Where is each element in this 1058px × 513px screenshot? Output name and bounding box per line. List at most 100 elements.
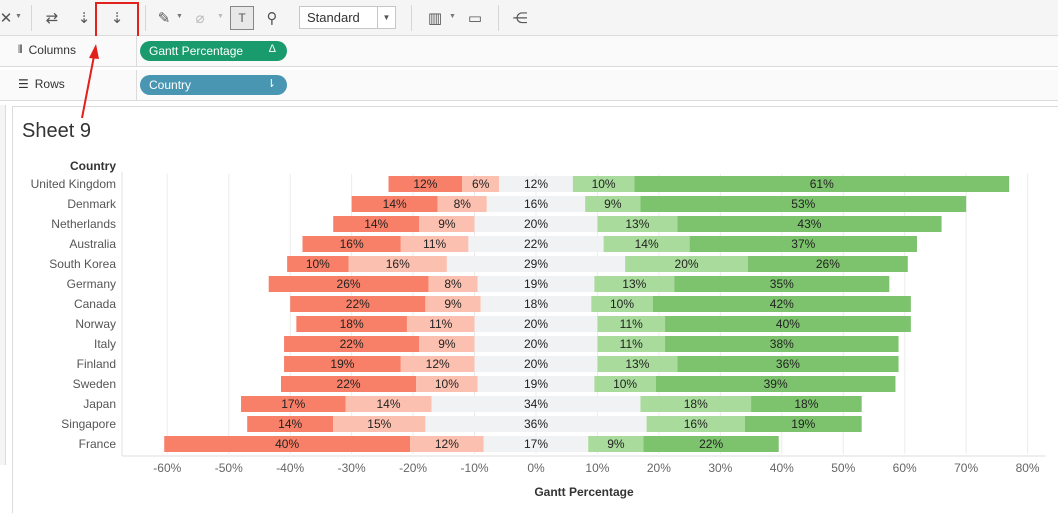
- data-label: 18%: [524, 297, 548, 311]
- weak-negative-bar: [428, 276, 478, 292]
- highlight-icon[interactable]: ✎: [157, 10, 171, 27]
- chevron-down-icon[interactable]: ▼: [377, 7, 395, 28]
- data-label: 12%: [426, 357, 450, 371]
- weak-positive-bar: [640, 396, 752, 412]
- rows-pill-label: Country: [149, 78, 192, 92]
- weak-positive-bar: [585, 196, 641, 212]
- weak-negative-bar: [437, 196, 487, 212]
- data-label: 14%: [377, 397, 401, 411]
- data-label: 14%: [383, 197, 407, 211]
- data-label: 18%: [794, 397, 818, 411]
- strong-negative-bar: [247, 416, 334, 432]
- data-label: 39%: [764, 377, 788, 391]
- strong-positive-bar: [665, 316, 911, 332]
- side-panel-edge: [0, 105, 6, 465]
- data-label: 15%: [367, 417, 391, 431]
- weak-negative-bar: [333, 416, 426, 432]
- shelf-divider: [136, 70, 137, 101]
- data-label: 20%: [675, 257, 699, 271]
- data-label: 22%: [524, 237, 548, 251]
- rows-shelf: ☰ Rows Country ⇂: [0, 70, 1058, 101]
- strong-positive-bar: [677, 356, 899, 372]
- strong-negative-bar: [164, 436, 411, 452]
- x-tick-label: 0%: [527, 461, 545, 475]
- neutral-bar: [477, 376, 595, 392]
- data-label: 40%: [776, 317, 800, 331]
- data-label: 35%: [770, 277, 794, 291]
- toolbar-divider: [31, 5, 32, 31]
- fit-select-value: Standard: [307, 10, 360, 25]
- x-tick-label: -40%: [276, 461, 304, 475]
- rows-pill[interactable]: Country ⇂: [140, 75, 287, 95]
- data-label: 10%: [306, 257, 330, 271]
- data-label: 22%: [340, 337, 364, 351]
- chevron-down-icon[interactable]: ▼: [449, 13, 456, 20]
- labels-icon[interactable]: T: [230, 6, 254, 30]
- strong-positive-bar: [674, 276, 890, 292]
- weak-negative-bar: [416, 376, 478, 392]
- data-label: 19%: [524, 377, 548, 391]
- fix-axes-icon[interactable]: ⚲: [266, 10, 278, 27]
- share-icon[interactable]: ⋲: [512, 10, 528, 27]
- weak-positive-bar: [646, 416, 745, 432]
- country-label: Norway: [75, 317, 116, 331]
- weak-positive-bar: [625, 256, 749, 272]
- data-label: 12%: [413, 177, 437, 191]
- weak-negative-bar: [406, 316, 475, 332]
- data-label: 16%: [340, 237, 364, 251]
- data-label: 8%: [454, 197, 472, 211]
- data-label: 42%: [770, 297, 794, 311]
- neutral-bar: [446, 256, 626, 272]
- data-label: 13%: [625, 217, 649, 231]
- chevron-down-icon[interactable]: ▼: [217, 13, 224, 20]
- chevron-down-icon[interactable]: ▼: [15, 13, 22, 20]
- x-tick-label: 40%: [770, 461, 794, 475]
- sort-descending-icon[interactable]: ⇣: [110, 10, 124, 27]
- data-label: 20%: [524, 357, 548, 371]
- data-label: 10%: [613, 377, 637, 391]
- show-me-icon[interactable]: ▥: [427, 10, 443, 27]
- chevron-down-icon[interactable]: ▼: [176, 13, 183, 20]
- strong-negative-bar: [296, 316, 407, 332]
- x-tick-label: 50%: [831, 461, 855, 475]
- group-icon[interactable]: ⌀: [195, 10, 205, 27]
- neutral-bar: [474, 216, 598, 232]
- data-label: 22%: [346, 297, 370, 311]
- presentation-icon[interactable]: ▭: [467, 10, 483, 27]
- data-label: 20%: [524, 337, 548, 351]
- columns-pill[interactable]: Gantt Percentage Δ: [140, 41, 287, 61]
- data-label: 8%: [444, 277, 462, 291]
- data-label: 16%: [684, 417, 708, 431]
- neutral-bar: [468, 236, 604, 252]
- fit-select[interactable]: Standard ▼: [299, 6, 396, 29]
- data-label: 14%: [635, 237, 659, 251]
- clear-sheet-icon[interactable]: ✕: [0, 10, 13, 27]
- toolbar: ✕ ▼ ⇄ ⇣ ⇣ ✎ ▼ ⌀ ▼ T ⚲ Standard ▼ ▥ ▼ ▭ ⋲: [0, 0, 1058, 38]
- strong-negative-bar: [388, 176, 463, 192]
- sort-icon: ⇂: [266, 78, 276, 90]
- neutral-bar: [480, 296, 592, 312]
- weak-positive-bar: [591, 296, 653, 312]
- rows-label-text: Rows: [34, 77, 65, 91]
- sheet-title: Sheet 9: [22, 120, 91, 142]
- data-label: 10%: [610, 297, 634, 311]
- columns-icon: ⫴: [18, 43, 23, 56]
- row-header-label: Country: [70, 159, 116, 173]
- data-label: 10%: [592, 177, 616, 191]
- weak-positive-bar: [594, 276, 675, 292]
- weak-positive-bar: [597, 336, 666, 352]
- x-tick-label: -50%: [215, 461, 243, 475]
- country-label: Netherlands: [51, 217, 116, 231]
- weak-negative-bar: [462, 176, 500, 192]
- data-label: 9%: [607, 437, 625, 451]
- columns-shelf: ⫴ Columns Gantt Percentage Δ: [0, 36, 1058, 67]
- swap-icon[interactable]: ⇄: [45, 10, 59, 27]
- x-tick-label: -10%: [461, 461, 489, 475]
- x-tick-label: -20%: [399, 461, 427, 475]
- neutral-bar: [486, 196, 586, 212]
- data-label: 29%: [524, 257, 548, 271]
- sort-ascending-icon[interactable]: ⇣: [77, 10, 91, 27]
- neutral-bar: [474, 316, 598, 332]
- x-tick-label: 60%: [893, 461, 917, 475]
- strong-negative-bar: [351, 196, 438, 212]
